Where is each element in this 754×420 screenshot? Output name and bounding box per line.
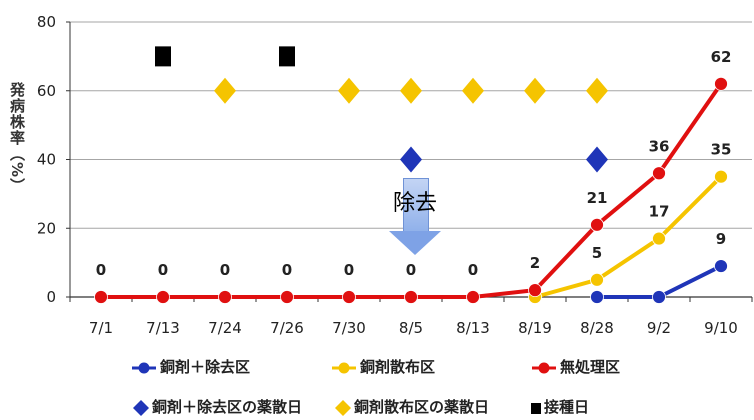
legend-event-2-label: 接種日 (544, 398, 590, 416)
event-marker-diamond (586, 77, 608, 104)
data-point (466, 290, 480, 304)
data-point (652, 166, 666, 181)
removal-annotation-arrow: 除去 (389, 178, 441, 258)
legend-event-1: 銅剤散布区の薬散日 (334, 396, 489, 417)
y-tick-label: 40 (37, 151, 56, 169)
y-tick-label: 60 (37, 82, 56, 100)
y-tick-label: 0 (46, 288, 56, 306)
x-tick-label: 7/24 (208, 319, 242, 337)
legend-event-0-label: 銅剤＋除去区の薬散日 (152, 398, 303, 416)
x-tick-label: 7/26 (270, 319, 304, 337)
data-point (280, 290, 294, 304)
data-point (652, 290, 666, 304)
event-marker-diamond (586, 146, 608, 173)
data-label: 0 (158, 261, 168, 279)
legend-event-1-icon (334, 398, 354, 416)
data-label: 0 (468, 261, 478, 279)
data-point (590, 290, 604, 304)
data-label: 0 (282, 261, 292, 279)
legend-event-1-label: 銅剤散布区の薬散日 (354, 398, 490, 416)
data-point (590, 217, 604, 232)
data-label: 0 (220, 261, 230, 279)
data-label: 2 (530, 254, 540, 272)
data-labels: 9 5 17 35 0 0 0 0 0 0 0 2 21 36 62 (96, 48, 732, 279)
data-label: 35 (711, 141, 732, 159)
data-point (404, 290, 418, 304)
event-marker-square (279, 46, 295, 67)
data-point (156, 290, 170, 304)
x-tick-label: 9/10 (704, 319, 738, 337)
y-axis-label: 発病株率（%） (8, 82, 26, 195)
data-label: 0 (344, 261, 354, 279)
data-point (714, 76, 728, 91)
y-tick-label: 80 (37, 13, 56, 31)
series-line-1 (533, 174, 723, 299)
data-point (714, 259, 728, 273)
data-point (590, 272, 604, 287)
legend-series-0-icon (130, 358, 160, 376)
event-marker-diamond (214, 77, 236, 104)
data-label: 9 (716, 230, 726, 248)
legend-series-0-label: 銅剤＋除去区 (160, 358, 251, 376)
legend-event-0-icon (132, 398, 152, 416)
legend-event-2-icon (530, 398, 544, 416)
legend-series-1: 銅剤散布区 (330, 356, 435, 377)
legend-series-0: 銅剤＋除去区 (130, 356, 250, 377)
x-tick-label: 8/19 (518, 319, 552, 337)
event-marker-diamond (524, 77, 546, 104)
data-point (714, 169, 728, 184)
data-label: 36 (649, 137, 670, 155)
legend-series-1-label: 銅剤散布区 (360, 358, 436, 376)
x-tick-label: 7/13 (146, 319, 180, 337)
legend-series-2-icon (530, 358, 560, 376)
data-label: 62 (711, 48, 732, 66)
x-tick-label: 8/5 (399, 319, 423, 337)
data-label: 0 (406, 261, 416, 279)
x-tick-label: 7/30 (332, 319, 366, 337)
x-tick-label: 7/1 (89, 319, 113, 337)
x-tick-label: 8/28 (580, 319, 614, 337)
legend-event-0: 銅剤＋除去区の薬散日 (132, 396, 302, 417)
legend-series-1-icon (330, 358, 360, 376)
legend-series-2-label: 無処理区 (560, 358, 621, 376)
data-label: 17 (649, 203, 670, 221)
series-layer (94, 76, 728, 304)
data-point (218, 290, 232, 304)
event-markers (155, 46, 608, 173)
data-point (342, 290, 356, 304)
arrow-head (389, 231, 441, 255)
x-tick-label: 9/2 (647, 319, 671, 337)
legend-series-2: 無処理区 (530, 356, 620, 377)
event-marker-square (155, 46, 171, 67)
data-label: 5 (592, 244, 602, 262)
data-point (94, 290, 108, 304)
x-tick-label: 8/13 (456, 319, 490, 337)
event-marker-diamond (338, 77, 360, 104)
data-label: 0 (96, 261, 106, 279)
data-point (652, 231, 666, 246)
removal-annotation-text: 除去 (392, 191, 437, 216)
event-marker-diamond (462, 77, 484, 104)
event-marker-diamond (400, 146, 422, 173)
y-tick-label: 20 (37, 219, 56, 237)
event-marker-diamond (400, 77, 422, 104)
data-label: 21 (587, 189, 608, 207)
data-point (528, 283, 542, 298)
legend-event-2: 接種日 (530, 396, 589, 417)
